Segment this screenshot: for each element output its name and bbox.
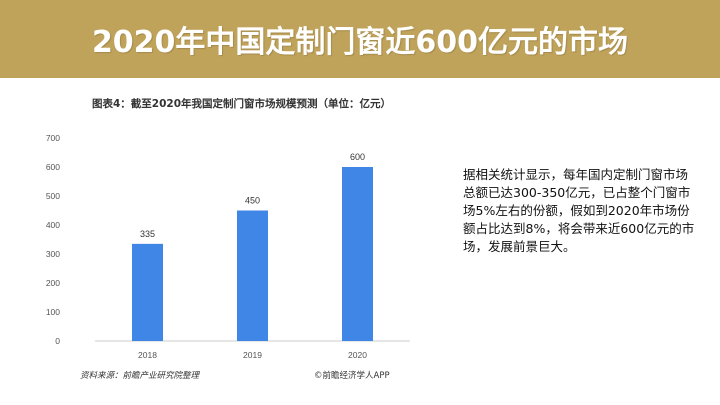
y-tick-label: 500 <box>46 191 60 201</box>
data-label-2020: 600 <box>350 152 365 162</box>
y-tick-label: 700 <box>46 133 60 143</box>
x-tick-label-2020: 2020 <box>348 350 367 360</box>
page-title: 2020年中国定制门窗近600亿元的市场 <box>91 25 629 60</box>
y-tick-label: 600 <box>46 162 60 172</box>
x-tick-label-2019: 2019 <box>243 350 262 360</box>
title-banner: 2020年中国定制门窗近600亿元的市场 <box>0 0 720 78</box>
chart-title: 图表4：截至2020年我国定制门窗市场规模预测（单位：亿元） <box>92 98 392 110</box>
bar-2019 <box>237 210 268 341</box>
data-label-2018: 335 <box>140 229 155 239</box>
y-tick-label: 300 <box>46 249 60 259</box>
y-tick-label: 400 <box>46 220 60 230</box>
data-label-2019: 450 <box>245 196 260 206</box>
y-tick-label: 100 <box>46 307 60 317</box>
y-tick-label: 200 <box>46 278 60 288</box>
bar-2018 <box>132 243 163 341</box>
bar-2020 <box>342 167 373 341</box>
description-text: 据相关统计显示，每年国内定制门窗市场总额已达300-350亿元，已占整个门窗市场… <box>463 167 695 254</box>
x-tick-label-2018: 2018 <box>138 350 157 360</box>
chart-brand: ©前瞻经济学人APP <box>314 371 390 381</box>
chart-source: 资料来源：前瞻产业研究院整理 <box>80 371 200 381</box>
y-tick-label: 0 <box>55 336 60 346</box>
bar-chart: 0 100 200 300 400 500 600 700 335 2018 450 2019 600 2… <box>46 133 410 360</box>
